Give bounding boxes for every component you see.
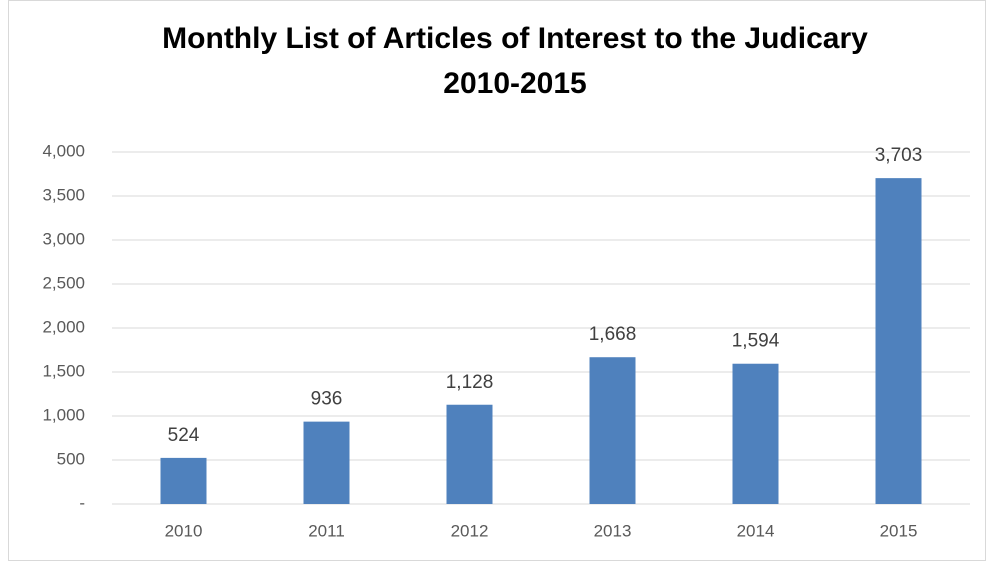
data-label: 3,703 [875, 145, 923, 166]
data-label: 1,594 [732, 331, 780, 352]
y-tick-label: 4,000 [42, 141, 85, 160]
x-tick-label: 2014 [737, 521, 775, 540]
x-tick-label: 2015 [880, 521, 918, 540]
bar [446, 404, 493, 504]
x-tick-label: 2013 [594, 521, 632, 540]
y-tick-label: 3,500 [42, 185, 85, 204]
data-label: 936 [311, 389, 343, 410]
y-tick-label: 1,000 [42, 405, 85, 424]
y-tick-label: 2,000 [42, 317, 85, 336]
y-tick-label: 500 [57, 449, 85, 468]
bar [732, 363, 779, 504]
y-tick-label: 3,000 [42, 229, 85, 248]
bar [875, 178, 922, 505]
data-label: 1,668 [589, 324, 637, 345]
x-tick-label: 2011 [308, 521, 345, 540]
data-label: 524 [168, 425, 200, 446]
y-tick-label: 1,500 [42, 361, 85, 380]
chart-title: Monthly List of Articles of Interest to … [162, 22, 868, 55]
y-tick-label: - [79, 493, 85, 512]
bar [303, 421, 350, 504]
x-tick-label: 2012 [451, 521, 489, 540]
x-tick-label: 2010 [165, 521, 203, 540]
bar [160, 457, 207, 504]
chart-subtitle: 2010-2015 [443, 67, 586, 100]
data-label: 1,128 [446, 372, 494, 393]
y-tick-label: 2,500 [42, 273, 85, 292]
bar [589, 357, 636, 504]
